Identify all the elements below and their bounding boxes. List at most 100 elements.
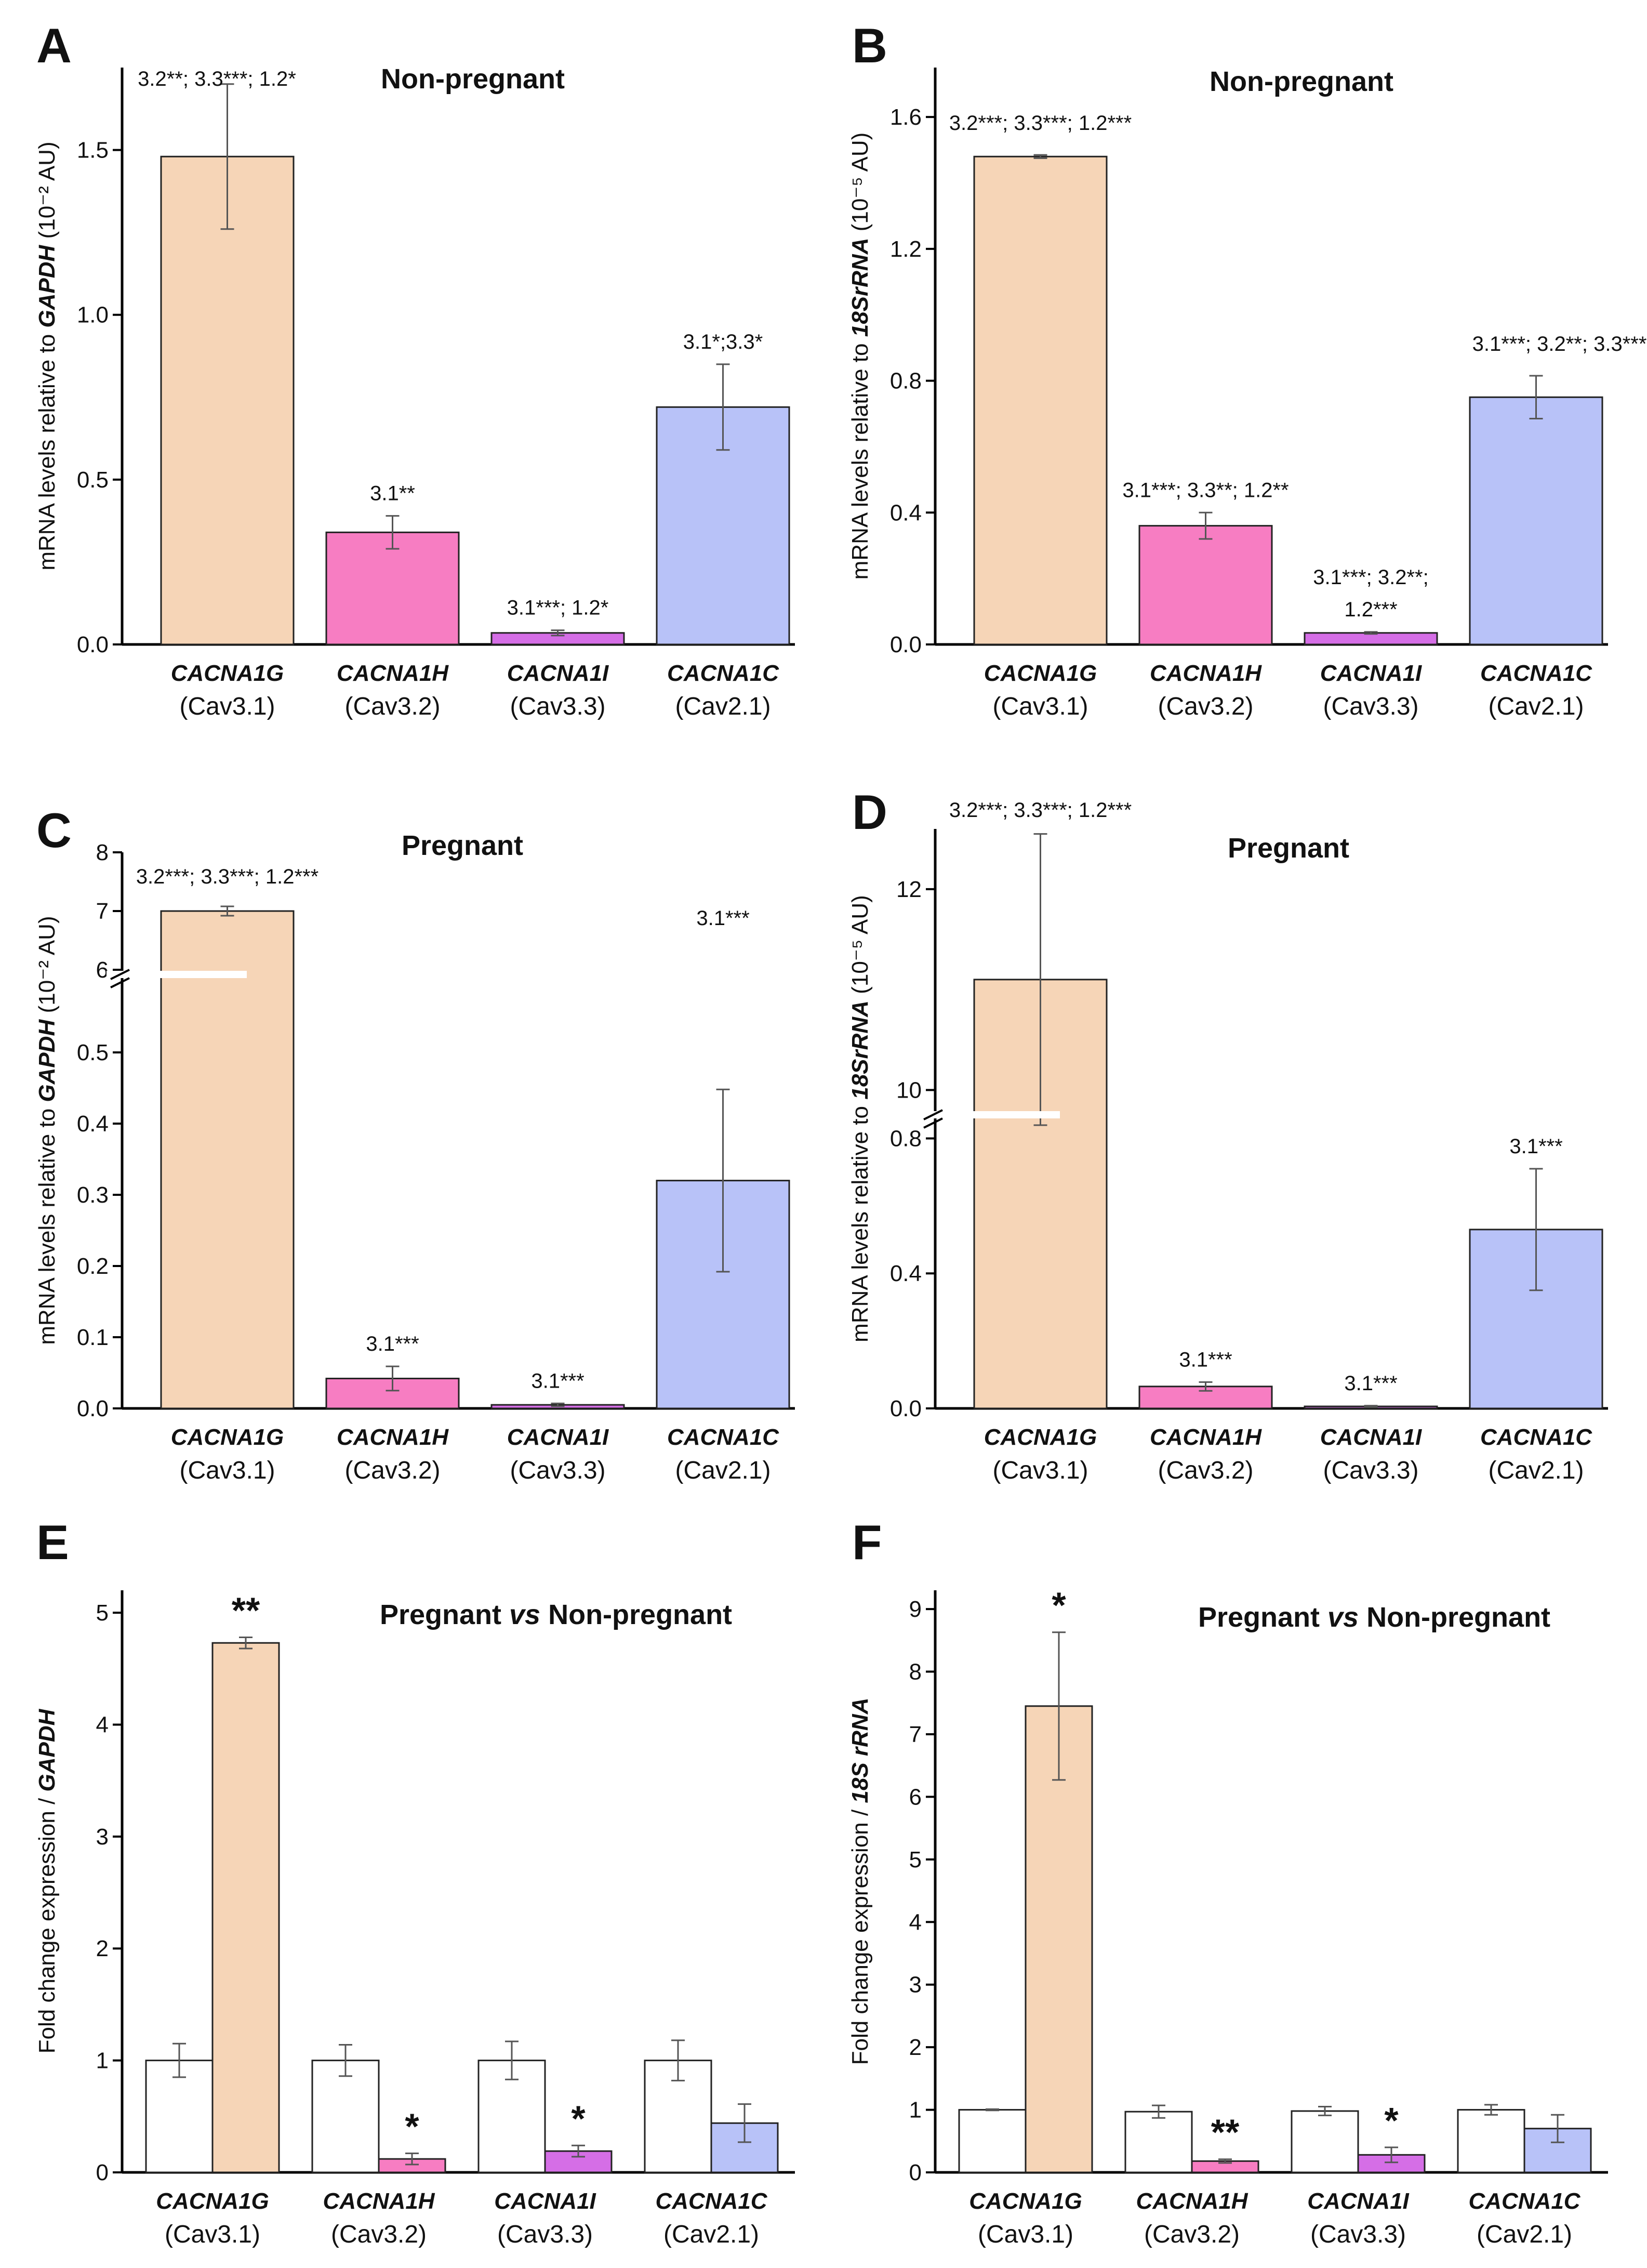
y-tick-label: 0.2	[77, 1254, 109, 1279]
significance-annotation: 3.1***	[1344, 1372, 1397, 1395]
y-tick-label: 0.4	[77, 1111, 109, 1137]
error-bar	[1385, 2146, 1398, 2164]
significance-star: *	[405, 2106, 419, 2146]
y-tick-label: 5	[909, 1847, 922, 1873]
y-tick-label: 9	[909, 1597, 922, 1622]
significance-annotation: 3.1**	[370, 482, 415, 505]
category-sublabel: (Cav3.2)	[1158, 1457, 1253, 1484]
category-label: CACNA1H	[1150, 661, 1262, 686]
category-label: CACNA1G	[969, 2188, 1082, 2214]
category-label: CACNA1I	[507, 1425, 609, 1450]
y-tick-label: 0	[96, 2160, 109, 2185]
y-tick-label: 7	[96, 899, 109, 924]
panel-a: A Non-pregnant mRNA levels relative to GAP…	[34, 18, 795, 720]
error-bar	[339, 2043, 352, 2077]
bar-cacna1h	[1138, 525, 1273, 645]
y-axis-label: mRNA levels relative to 18SrRNA (10⁻⁵ AU…	[847, 133, 873, 580]
bar-cacna1i-non-pregnant	[1291, 2110, 1359, 2173]
y-tick-label: 0.8	[890, 1126, 922, 1151]
category-label: CACNA1C	[1468, 2188, 1580, 2214]
axis-break-mark	[110, 977, 130, 988]
significance-annotation: 3.2***; 3.3***; 1.2***	[949, 112, 1132, 135]
category-sublabel: (Cav3.2)	[331, 2221, 427, 2248]
category-sublabel: (Cav2.1)	[675, 693, 771, 720]
category-sublabel: (Cav2.1)	[1477, 2221, 1572, 2248]
panel-title: Pregnant	[402, 830, 523, 861]
category-sublabel: (Cav3.1)	[179, 693, 275, 720]
panel-letter: C	[36, 803, 72, 858]
category-sublabel: (Cav3.1)	[978, 2221, 1073, 2248]
category-sublabel: (Cav3.3)	[497, 2221, 593, 2248]
category-label: CACNA1G	[984, 1425, 1097, 1450]
significance-annotation: 3.1***; 3.2**;	[1313, 566, 1428, 589]
panel-letter: B	[852, 18, 887, 73]
error-bar	[1033, 154, 1047, 159]
bar-cacna1g-pregnant	[211, 1642, 280, 2173]
category-sublabel: (Cav3.2)	[1144, 2221, 1240, 2248]
y-tick-label: 1.0	[77, 302, 109, 328]
error-bar	[1152, 2104, 1165, 2119]
bar-cacna1g	[160, 910, 295, 1409]
category-sublabel: (Cav3.3)	[1323, 693, 1418, 720]
category-label: CACNA1H	[337, 661, 449, 686]
category-label: CACNA1I	[507, 661, 609, 686]
category-sublabel: (Cav3.2)	[1158, 693, 1253, 720]
bar-cacna1g	[160, 155, 295, 645]
panel-title: Non-pregnant	[381, 63, 565, 95]
panel-e: E Pregnant vs Non-pregnant Fold change exp…	[34, 1515, 795, 2248]
y-tick-label: 8	[96, 840, 109, 865]
bar-cacna1g-non-pregnant	[958, 2109, 1027, 2173]
bar-cacna1c	[1469, 396, 1603, 645]
category-label: CACNA1G	[171, 661, 284, 686]
category-sublabel: (Cav3.3)	[1310, 2221, 1406, 2248]
category-label: CACNA1H	[1150, 1425, 1262, 1450]
panel-f: F Pregnant vs Non-pregnant Fold change exp…	[847, 1515, 1608, 2248]
y-tick-label: 3	[909, 1972, 922, 1998]
category-sublabel: (Cav2.1)	[675, 1457, 771, 1484]
y-tick-label: 6	[909, 1784, 922, 1810]
error-bar	[1199, 1381, 1213, 1392]
category-sublabel: (Cav3.1)	[992, 693, 1088, 720]
y-tick-label: 1.2	[890, 236, 922, 262]
y-tick-label: 0.0	[77, 632, 109, 657]
panel-letter: F	[852, 1515, 882, 1570]
category-sublabel: (Cav3.3)	[510, 693, 605, 720]
error-bar	[671, 2039, 685, 2081]
significance-annotation: 3.2***; 3.3***; 1.2***	[949, 799, 1132, 822]
bar-cacna1h-non-pregnant	[1124, 2111, 1193, 2173]
y-tick-label: 7	[909, 1722, 922, 1747]
error-bar	[716, 1088, 730, 1273]
significance-annotation: 3.2**; 3.3***; 1.2*	[138, 68, 296, 90]
y-tick-label: 1	[96, 2048, 109, 2074]
error-bar	[1364, 1405, 1378, 1408]
significance-annotation: 3.1***; 3.2**; 3.3***	[1472, 333, 1647, 355]
error-bar	[239, 1636, 253, 1650]
significance-star: *	[571, 2098, 586, 2139]
significance-annotation: 3.1***; 1.2*	[507, 597, 609, 619]
category-sublabel: (Cav3.3)	[510, 1457, 605, 1484]
error-bar	[1318, 2106, 1332, 2116]
y-tick-label: 6	[96, 957, 109, 983]
bar-cacna1h-pregnant	[378, 2158, 446, 2173]
category-label: CACNA1I	[494, 2188, 596, 2214]
error-bar	[572, 2144, 585, 2158]
significance-annotation: 3.1***	[531, 1369, 584, 1392]
y-axis-label: mRNA levels relative to GAPDH (10⁻² AU)	[34, 916, 60, 1344]
significance-annotation: 3.2***; 3.3***; 1.2***	[136, 865, 318, 888]
y-tick-label: 0.1	[77, 1325, 109, 1350]
category-label: CACNA1G	[171, 1425, 284, 1450]
significance-annotation: 1.2***	[1344, 598, 1397, 621]
error-bar	[551, 1402, 565, 1407]
significance-annotation: 3.1***; 3.3**; 1.2**	[1122, 479, 1289, 502]
significance-annotation: 3.1***	[1179, 1348, 1232, 1371]
category-label: CACNA1I	[1307, 2188, 1409, 2214]
y-tick-label: 0.8	[890, 368, 922, 394]
y-tick-label: 2	[96, 1936, 109, 1961]
error-bar	[1529, 1168, 1543, 1291]
significance-star: **	[1211, 2112, 1240, 2153]
category-sublabel: (Cav3.2)	[344, 1457, 440, 1484]
panel-c: C Pregnant mRNA levels relative to GAPDH (…	[34, 803, 795, 1484]
panel-b: B Non-pregnant mRNA levels relative to 18S…	[847, 18, 1646, 720]
category-sublabel: (Cav2.1)	[1488, 693, 1584, 720]
